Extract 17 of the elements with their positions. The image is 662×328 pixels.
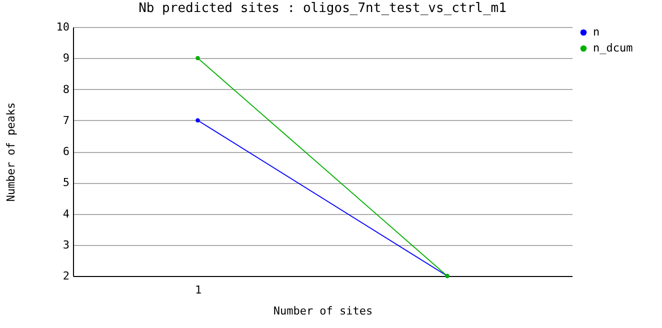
x-tick-label: 1 [194,284,202,296]
y-tick-label: 2 [62,270,70,282]
y-tick-label: 3 [62,238,70,252]
point [196,56,200,60]
y-tick-label: 10 [56,20,70,34]
x-axis-title: Number of sites [273,304,373,318]
y-tick-label: 5 [62,176,70,190]
y-tick-label: 8 [62,82,70,96]
chart-title: Nb predicted sites : oligos_7nt_test_vs_ctrl_m1 [138,1,506,16]
legend-label: n_dcum [593,42,634,54]
y-tick-label: 7 [62,114,70,127]
point [196,118,200,122]
y-tick-label: 4 [62,207,70,220]
y-axis-title: Number of peaks [4,102,18,202]
y-tick-label: 6 [62,145,70,158]
legend-label: n [593,26,600,38]
y-tick-label: 9 [62,52,70,65]
